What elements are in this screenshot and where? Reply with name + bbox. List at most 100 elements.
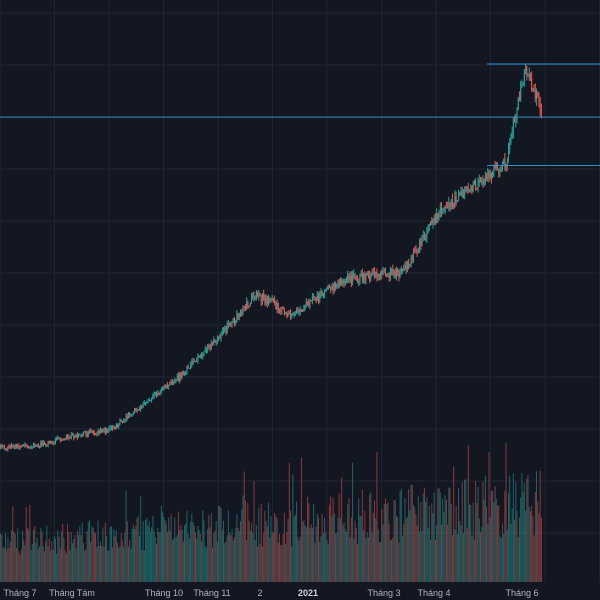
volume-bar: [236, 514, 238, 582]
candle-body: [512, 119, 514, 132]
volume-bar: [13, 531, 15, 582]
candle-body: [460, 190, 462, 193]
candle-body: [303, 307, 305, 312]
volume-bar: [311, 527, 313, 582]
candle-body: [476, 188, 478, 190]
candle-body: [3, 446, 5, 450]
volume-bar: [505, 442, 507, 582]
candle-body: [364, 274, 366, 281]
volume-bar: [8, 548, 10, 582]
volume-bar: [375, 517, 377, 582]
candle-body: [43, 442, 45, 445]
candle-body: [382, 271, 384, 275]
candle-body: [0, 446, 2, 449]
volume-bar: [179, 529, 181, 582]
volume-bar: [138, 535, 140, 582]
candle-body: [287, 313, 289, 317]
volume-bar: [399, 491, 401, 582]
candle-body: [353, 273, 355, 275]
volume-bar: [514, 520, 516, 582]
candle-body: [221, 331, 223, 333]
volume-bar: [276, 517, 278, 582]
volume-bar: [19, 554, 21, 582]
volume-bar: [459, 521, 461, 582]
volume-bar: [283, 512, 285, 582]
volume-bar: [420, 502, 422, 582]
volume-bar: [241, 509, 243, 582]
volume-bar: [333, 513, 335, 582]
candle-body: [439, 207, 441, 213]
volume-bar: [79, 526, 81, 582]
volume-bar: [503, 534, 505, 582]
candle-body: [32, 444, 34, 448]
volume-bar: [7, 536, 9, 582]
volume-bar: [466, 527, 468, 582]
candle-body: [117, 424, 119, 427]
horizontal-levels[interactable]: [0, 63, 600, 167]
volume-bar: [356, 544, 358, 582]
volume-bar: [326, 540, 328, 582]
candle-body: [282, 307, 284, 309]
volume-bar: [515, 481, 517, 582]
candle-body: [372, 271, 374, 273]
candle-body: [25, 444, 27, 446]
candle-body: [499, 171, 501, 173]
volume-bar: [230, 535, 232, 582]
volume-bar: [532, 515, 534, 582]
candle-body: [129, 413, 131, 416]
volume-bar: [419, 531, 421, 582]
volume-bar: [511, 508, 513, 582]
volume-bar: [242, 495, 244, 582]
volume-bar: [30, 550, 32, 582]
candle-body: [410, 257, 412, 265]
volume-bar: [352, 462, 354, 582]
candle-body: [283, 308, 285, 314]
volume-bar: [199, 533, 201, 582]
candle-body: [187, 366, 189, 369]
volume-bar: [405, 518, 407, 582]
volume-bar: [11, 529, 13, 582]
volume-bar: [307, 496, 309, 582]
candle-body: [400, 269, 402, 272]
volume-bar: [40, 528, 42, 582]
volume-bar: [186, 510, 188, 582]
candle-body: [207, 345, 209, 350]
volume-bar: [313, 503, 315, 582]
candle-body: [158, 392, 160, 395]
candle-body: [276, 302, 278, 310]
candle-body: [190, 364, 192, 368]
volume-bar: [255, 525, 257, 582]
candle-body: [308, 301, 310, 307]
candle-body: [156, 392, 158, 395]
volume-bar: [274, 512, 276, 582]
volume-bar: [472, 502, 474, 582]
volume-bar: [14, 534, 16, 582]
volume-bar: [504, 491, 506, 582]
volume-bar: [205, 547, 207, 582]
volume-bar: [279, 533, 281, 582]
candle-body: [241, 310, 243, 316]
candle-body: [522, 83, 524, 86]
candle-body: [503, 159, 505, 165]
volume-bar: [98, 545, 100, 582]
volume-bar: [523, 482, 525, 582]
volume-bar: [481, 526, 483, 582]
volume-bar: [391, 539, 393, 582]
volume-bar: [1, 534, 3, 582]
volume-bar: [121, 540, 123, 582]
candle-body: [394, 271, 396, 277]
x-tick-label: Tháng 4: [417, 588, 450, 598]
volume-bar: [483, 499, 485, 582]
volume-bar: [207, 528, 209, 582]
candle-body: [184, 374, 186, 376]
candle-body: [179, 373, 181, 380]
candle-body: [142, 404, 144, 407]
candle-body: [314, 296, 316, 298]
volume-bar: [99, 541, 101, 582]
volume-bar: [104, 522, 106, 582]
candle-body: [294, 313, 296, 315]
candle-body: [104, 428, 106, 433]
volume-bar: [152, 515, 154, 582]
